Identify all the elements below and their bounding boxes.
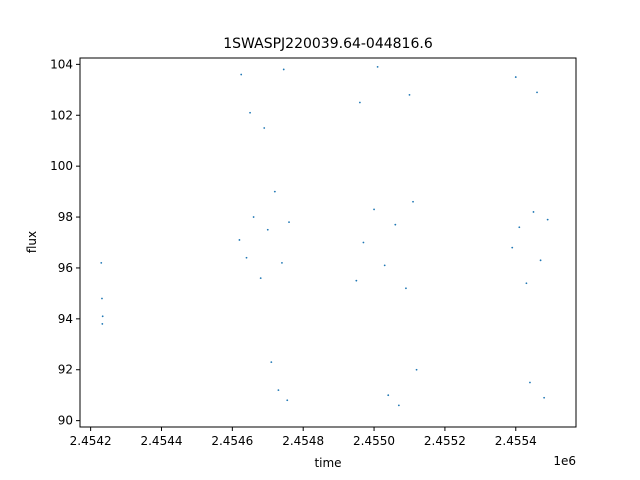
y-axis: 90 92 94 96 98 100 102 104 bbox=[50, 57, 80, 428]
y-tick-label: 98 bbox=[58, 210, 73, 224]
data-point bbox=[277, 389, 280, 391]
data-point bbox=[249, 111, 251, 114]
data-point bbox=[101, 297, 103, 300]
data-point bbox=[282, 68, 285, 71]
data-point bbox=[529, 381, 531, 384]
y-axis-label: flux bbox=[25, 231, 39, 253]
data-point bbox=[415, 368, 418, 371]
data-point bbox=[238, 239, 241, 241]
data-point bbox=[373, 208, 375, 211]
chart-title: 1SWASPJ220039.64-044816.6 bbox=[223, 36, 433, 52]
data-point bbox=[101, 315, 104, 318]
data-point bbox=[286, 399, 289, 402]
data-point bbox=[394, 223, 397, 226]
data-point bbox=[101, 323, 104, 325]
y-tick-label: 100 bbox=[50, 159, 73, 173]
data-point bbox=[536, 91, 538, 94]
data-point bbox=[511, 246, 514, 249]
y-tick-label: 92 bbox=[58, 363, 73, 377]
data-point bbox=[532, 211, 535, 213]
y-tick-label: 96 bbox=[58, 261, 73, 275]
data-point bbox=[525, 282, 528, 285]
data-point bbox=[252, 216, 255, 218]
y-tick-label: 90 bbox=[58, 414, 73, 428]
data-point bbox=[266, 228, 269, 231]
y-tick-label: 102 bbox=[50, 108, 73, 122]
y-tick-label: 94 bbox=[58, 312, 73, 326]
plot-frame bbox=[79, 57, 577, 428]
data-point bbox=[288, 221, 290, 224]
data-point bbox=[518, 226, 521, 229]
data-point bbox=[240, 73, 243, 76]
data-point bbox=[245, 256, 248, 259]
x-axis-label: time bbox=[314, 456, 341, 470]
y-tick-label: 104 bbox=[50, 57, 73, 71]
data-point bbox=[412, 200, 414, 203]
data-point bbox=[259, 277, 262, 280]
data-point bbox=[397, 404, 400, 407]
x-tick-label: 2.4542 bbox=[70, 434, 112, 448]
data-point bbox=[546, 218, 549, 221]
data-point bbox=[362, 241, 365, 244]
data-point bbox=[376, 66, 379, 68]
data-point bbox=[358, 101, 361, 104]
data-point bbox=[270, 361, 273, 364]
data-point bbox=[383, 264, 386, 267]
x-tick-label: 2.4544 bbox=[140, 434, 182, 448]
data-point bbox=[405, 287, 407, 290]
data-point bbox=[543, 396, 546, 399]
data-point bbox=[355, 279, 358, 282]
data-point bbox=[273, 190, 276, 193]
data-point bbox=[263, 127, 266, 129]
data-point bbox=[387, 394, 390, 397]
x-tick-label: 2.4546 bbox=[211, 434, 253, 448]
data-point bbox=[539, 259, 542, 262]
x-tick-label: 2.4552 bbox=[424, 434, 466, 448]
x-axis: 2.4542 2.4544 2.4546 2.4548 2.4550 2.4552 2.45… bbox=[70, 427, 537, 448]
data-points bbox=[100, 66, 549, 407]
data-point bbox=[281, 261, 283, 264]
x-tick-label: 2.4550 bbox=[353, 434, 395, 448]
x-tick-label: 2.4548 bbox=[282, 434, 324, 448]
data-point bbox=[514, 76, 517, 78]
x-axis-offset-label: 1e6 bbox=[553, 454, 576, 468]
data-point bbox=[408, 94, 411, 96]
x-tick-label: 2.4554 bbox=[495, 434, 537, 448]
data-point bbox=[100, 261, 103, 264]
